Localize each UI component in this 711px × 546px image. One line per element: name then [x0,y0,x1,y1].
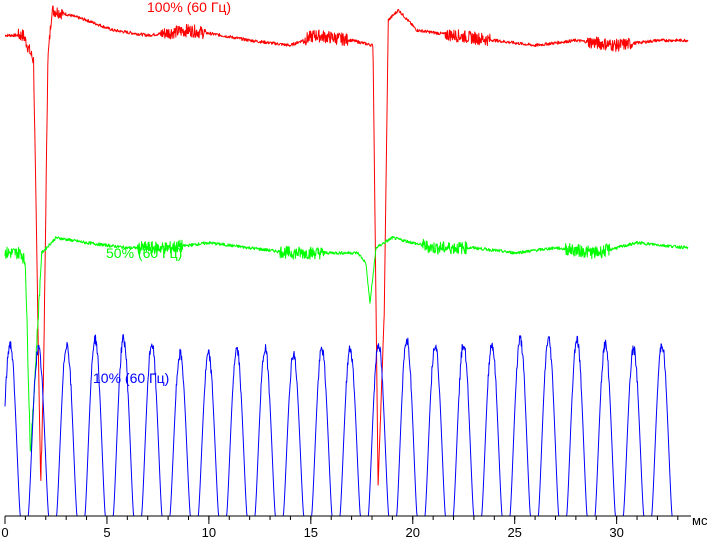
x-tick-label: 25 [507,525,521,540]
series-line-1 [4,235,689,452]
series-line-2 [4,333,676,517]
x-tick-label: 15 [304,525,318,540]
traces-group [4,5,689,517]
x-tick-label: 0 [1,525,8,540]
x-tick-label: 10 [202,525,216,540]
x-axis: 0 5 10 15 20 25 30 мс [1,513,708,540]
series-label-0: 100% (60 Гц) [147,0,231,15]
x-axis-unit-label: мс [692,513,708,528]
x-tick-label: 20 [406,525,420,540]
series-label-2: 10% (60 Гц) [93,370,169,386]
x-tick-label: 30 [609,525,623,540]
series-label-1: 50% (60 Гц) [106,245,182,261]
x-tick-label: 5 [103,525,110,540]
series-line-0 [4,5,689,486]
series-labels-group: 100% (60 Гц) 50% (60 Гц) 10% (60 Гц) [93,0,231,386]
